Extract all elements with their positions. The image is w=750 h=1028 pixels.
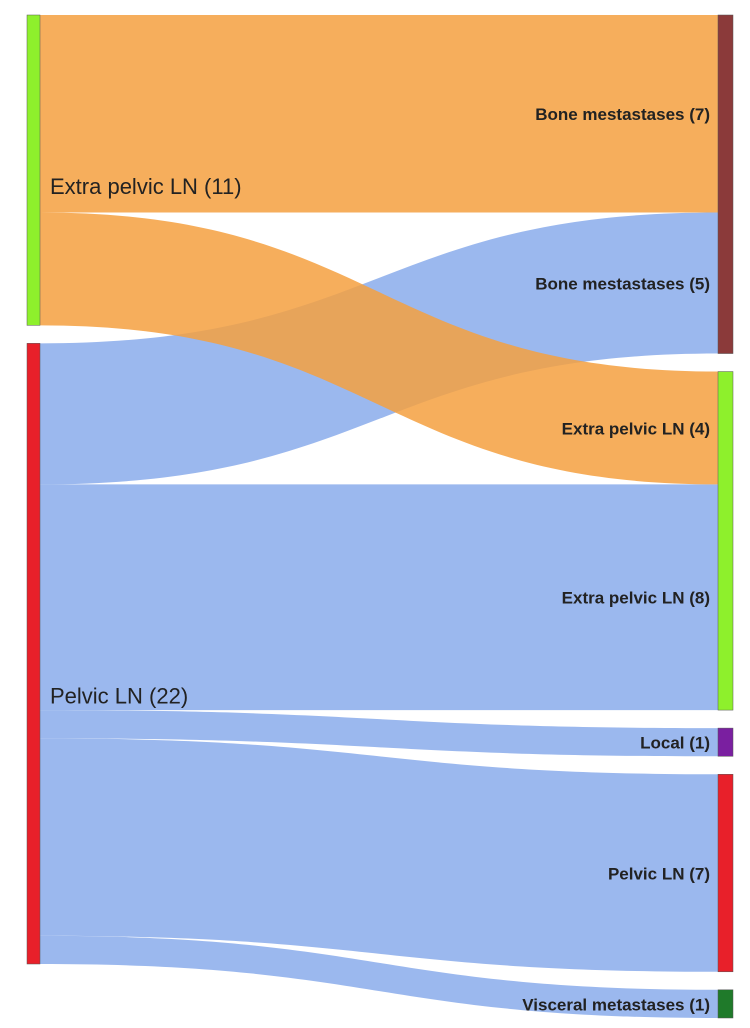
source-node xyxy=(26,343,41,965)
target-node xyxy=(717,727,734,757)
link-label: Bone mestastases (7) xyxy=(535,105,710,124)
source-label: Pelvic LN (22) xyxy=(50,683,188,708)
target-node xyxy=(717,14,734,354)
link xyxy=(40,738,718,972)
target-node xyxy=(717,774,734,973)
link-label: Local (1) xyxy=(640,734,710,753)
link-label: Bone mestastases (5) xyxy=(535,274,710,293)
link-label: Visceral metastases (1) xyxy=(522,995,710,1014)
source-node xyxy=(26,14,41,326)
target-node xyxy=(717,989,734,1019)
link xyxy=(40,710,718,757)
link xyxy=(40,212,718,485)
link xyxy=(40,935,718,1018)
source-label: Extra pelvic LN (11) xyxy=(50,174,242,199)
link xyxy=(40,15,718,213)
link-label: Pelvic LN (7) xyxy=(608,865,710,884)
link xyxy=(40,484,718,711)
link-label: Extra pelvic LN (4) xyxy=(562,419,710,438)
target-node xyxy=(717,371,734,711)
link-label: Extra pelvic LN (8) xyxy=(562,589,710,608)
